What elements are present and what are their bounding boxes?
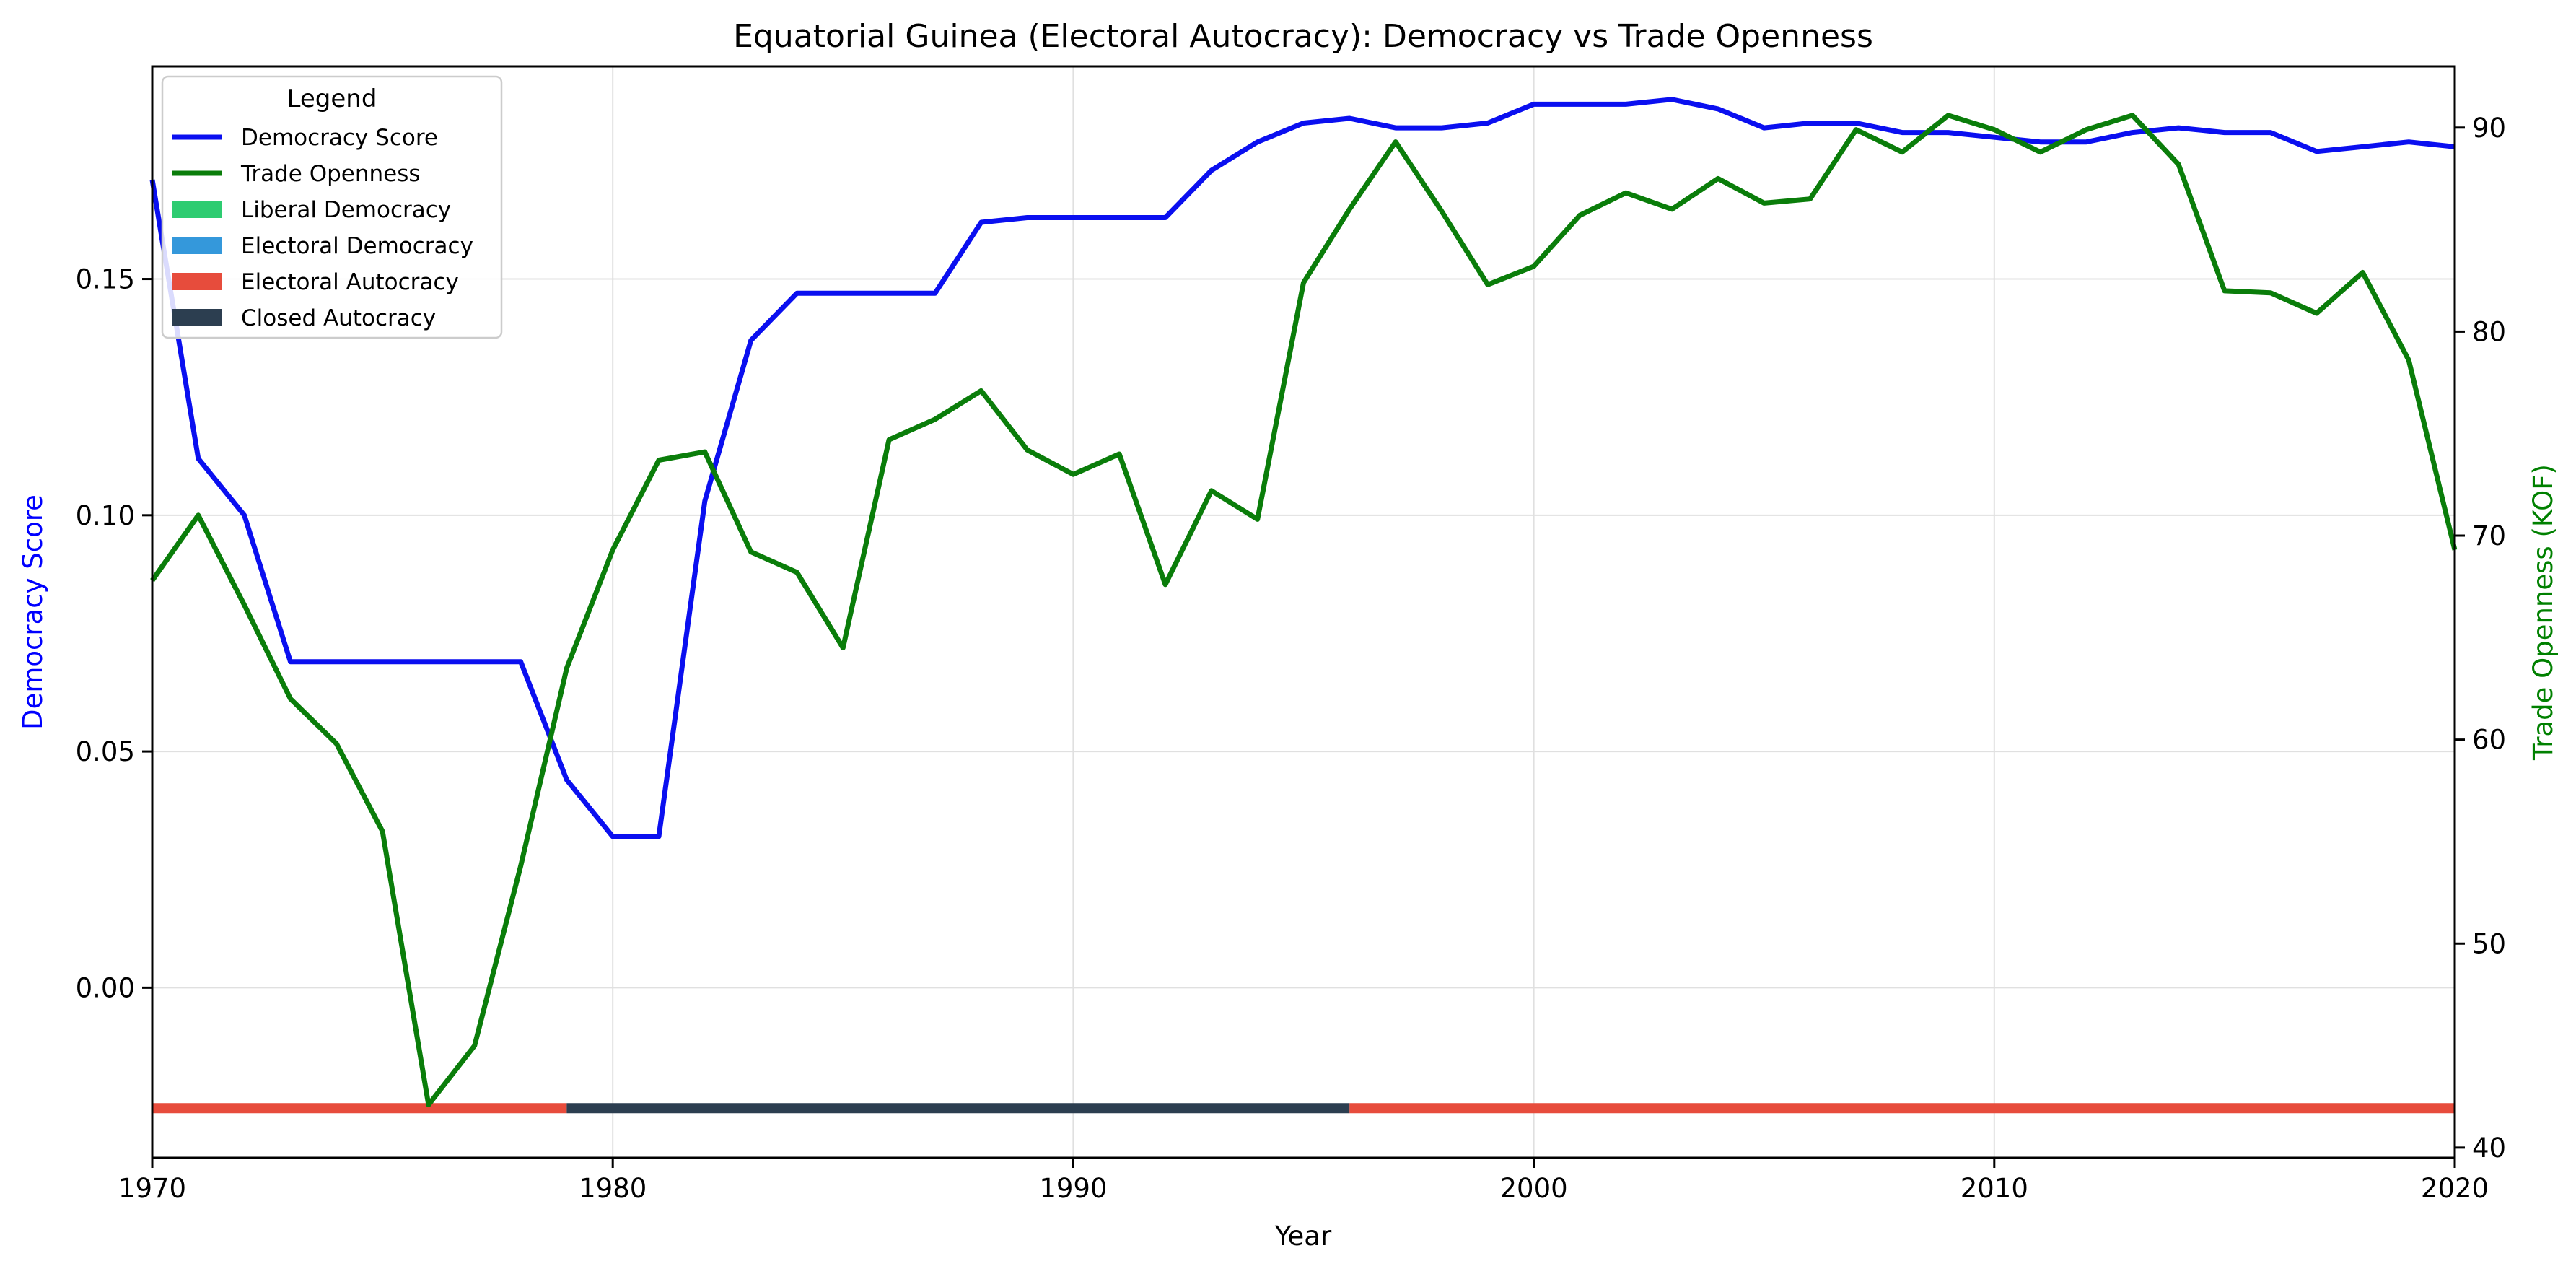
y-left-axis-label: Democracy Score <box>17 494 48 730</box>
legend-item-democracy-score: Democracy Score <box>172 125 438 151</box>
x-tick-label: 2020 <box>2421 1173 2489 1204</box>
y-left-tick-label: 0.10 <box>76 500 135 531</box>
y-left-tick-label: 0.00 <box>76 972 135 1003</box>
x-tick-label: 2000 <box>1500 1173 1568 1204</box>
y-left-axis: 0.00 0.05 0.10 0.15 <box>76 264 152 1003</box>
y-right-tick-label: 60 <box>2472 725 2506 756</box>
legend-swatch <box>172 309 222 326</box>
legend-item-electoral-autocracy: Electoral Autocracy <box>172 269 459 295</box>
legend-swatch <box>172 237 222 254</box>
legend-title: Legend <box>287 84 377 113</box>
legend-item-trade-openness: Trade Openness <box>172 161 421 187</box>
x-axis: 1970 1980 1990 2000 2010 2020 <box>118 1158 2489 1204</box>
series-layer <box>149 97 2458 1107</box>
y-right-tick-label: 80 <box>2472 316 2506 347</box>
legend-item-liberal-democracy: Liberal Democracy <box>172 197 451 223</box>
plot-frame <box>151 65 2456 1159</box>
legend-label: Electoral Democracy <box>241 233 473 259</box>
legend-item-electoral-democracy: Electoral Democracy <box>172 233 473 259</box>
legend-label: Closed Autocracy <box>241 305 436 331</box>
legend-item-closed-autocracy: Closed Autocracy <box>172 305 436 331</box>
y-right-axis-label: Trade Openness (KOF) <box>2528 464 2559 761</box>
legend-label: Democracy Score <box>241 125 438 151</box>
legend-swatch <box>172 273 222 290</box>
legend-label: Liberal Democracy <box>241 197 451 223</box>
y-right-axis: 40 50 60 70 80 90 <box>2455 113 2506 1164</box>
y-left-tick-label: 0.15 <box>76 264 135 295</box>
legend: Legend Democracy Score Trade Openness Libe… <box>161 75 503 339</box>
legend-swatch <box>172 201 222 218</box>
x-tick-label: 1990 <box>1039 1173 1107 1204</box>
x-tick-label: 1970 <box>118 1173 186 1204</box>
legend-entries: Democracy Score Trade Openness Liberal Dem… <box>172 125 473 331</box>
y-right-tick-label: 50 <box>2472 928 2506 959</box>
x-tick-label: 2010 <box>1961 1173 2028 1204</box>
legend-label: Electoral Autocracy <box>241 269 459 295</box>
legend-box <box>161 75 503 339</box>
series-line-democracy-score <box>149 97 2455 839</box>
x-tick-label: 1980 <box>579 1173 647 1204</box>
x-axis-label: Year <box>1274 1221 1332 1252</box>
y-right-tick-label: 70 <box>2472 520 2506 551</box>
y-left-tick-label: 0.05 <box>76 736 135 767</box>
y-right-tick-label: 90 <box>2472 113 2506 144</box>
chart-title: Equatorial Guinea (Electoral Autocracy):… <box>733 18 1873 55</box>
legend-label: Trade Openness <box>240 161 421 187</box>
series-line-trade-openness <box>150 113 2458 1107</box>
y-right-tick-label: 40 <box>2472 1133 2506 1164</box>
